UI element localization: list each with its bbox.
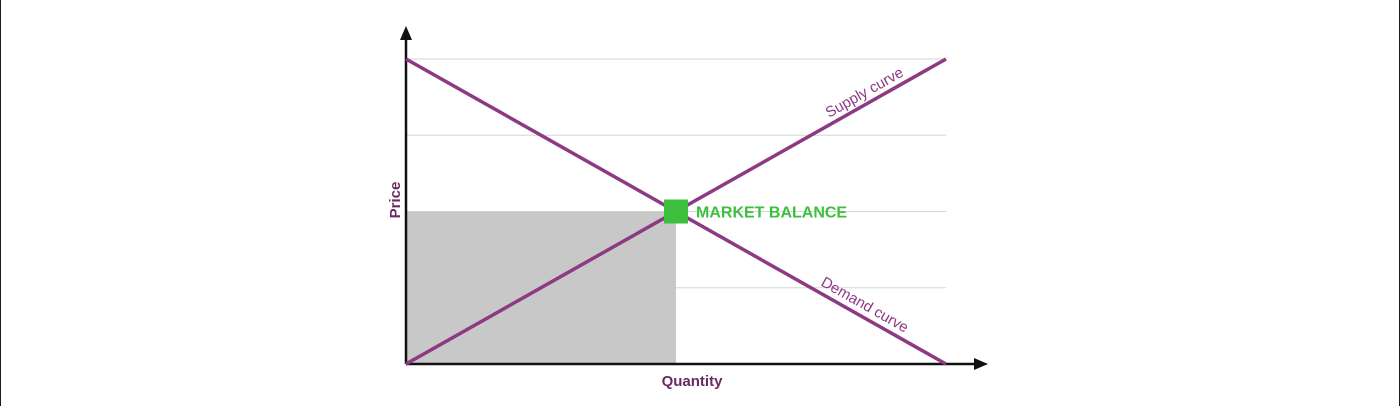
market-balance-label: MARKET BALANCE <box>696 205 847 222</box>
frame-edge-left <box>0 0 1 406</box>
supply-curve-label: Supply curve <box>823 64 907 121</box>
x-axis-arrow <box>974 358 988 370</box>
y-axis-arrow <box>400 26 412 40</box>
y-axis-title: Price <box>387 182 404 219</box>
x-axis-title: Quantity <box>662 373 723 390</box>
equilibrium-marker <box>664 199 688 224</box>
demand-curve-label: Demand curve <box>818 274 911 337</box>
